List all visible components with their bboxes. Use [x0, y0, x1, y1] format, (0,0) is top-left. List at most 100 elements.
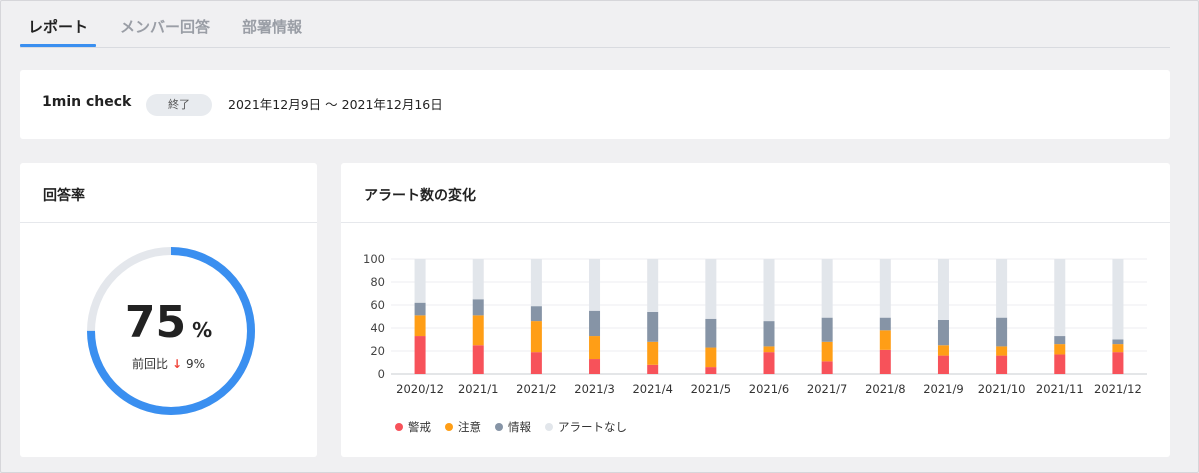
bar-segment: [705, 318, 717, 348]
bar-segment: [821, 341, 833, 362]
bar-segment: [821, 259, 833, 318]
bar-segment: [530, 259, 542, 307]
bar-segment: [1112, 339, 1124, 345]
bar-segment: [589, 259, 601, 311]
bar-segment: [1054, 336, 1066, 345]
alert-trend-card: アラート数の変化 0 20 40 60 80 100 2020/12 2021/1 2021/2…: [341, 163, 1170, 457]
bar-segment: [996, 259, 1008, 318]
y-tick-label: 60: [370, 298, 385, 312]
bar-segment: [705, 347, 717, 368]
legend-dot-icon: [445, 423, 453, 431]
bar-segment: [414, 336, 426, 374]
bar-segment: [996, 317, 1008, 347]
survey-info-card: 1min check 終了 2021年12月9日 〜 2021年12月16日: [20, 70, 1170, 139]
y-tick-label: 40: [370, 321, 385, 335]
status-badge: 終了: [146, 94, 212, 116]
bar-segment: [1112, 352, 1124, 374]
bar-segment: [705, 259, 717, 319]
alert-trend-title: アラート数の変化: [364, 188, 476, 204]
bar-segment: [530, 306, 542, 322]
bar-segment: [821, 317, 833, 342]
bar-segment: [937, 259, 949, 320]
legend-item-none[interactable]: アラートなし: [545, 419, 627, 435]
bar-segment: [763, 346, 775, 353]
tab-report[interactable]: レポート: [20, 10, 97, 47]
bar-segment: [472, 259, 484, 300]
bar-segment: [414, 315, 426, 337]
x-tick-label: 2021/2: [516, 382, 556, 396]
bar-segment: [705, 367, 717, 374]
x-tick-label: 2020/12: [396, 382, 444, 396]
y-tick-label: 100: [363, 252, 385, 266]
bar-segment: [879, 349, 891, 374]
compare-value: 9%: [186, 357, 206, 371]
bar-segment: [647, 341, 659, 365]
bar-segment: [996, 346, 1008, 356]
survey-name: 1min check: [42, 94, 132, 110]
legend-label: 警戒: [408, 420, 431, 434]
legend-dot-icon: [495, 423, 503, 431]
legend-label: アラートなし: [558, 420, 627, 434]
x-tick-label: 2021/8: [865, 382, 905, 396]
bar-segment: [763, 321, 775, 347]
bar-segment: [647, 259, 659, 312]
y-tick-label: 0: [378, 367, 385, 381]
bar-segment: [996, 355, 1008, 374]
compare-label: 前回比: [131, 357, 168, 371]
x-tick-label: 2021/7: [807, 382, 847, 396]
x-tick-label: 2021/12: [1094, 382, 1142, 396]
alert-bar-chart: 0 20 40 60 80 100 2020/12 2021/1 2021/2 2021/3 202…: [363, 252, 1147, 396]
bar-segment: [472, 299, 484, 316]
legend-item-chui[interactable]: 注意: [445, 419, 481, 435]
y-tick-label: 80: [370, 275, 385, 289]
bar-segment: [763, 352, 775, 374]
legend-label: 注意: [458, 420, 481, 434]
bar-segment: [472, 315, 484, 346]
card-divider: [20, 222, 317, 223]
response-rate-donut: [87, 247, 255, 415]
rate-unit: %: [192, 318, 213, 342]
bar-segment: [937, 355, 949, 374]
y-tick-label: 20: [370, 344, 385, 358]
x-tick-label: 2021/1: [458, 382, 498, 396]
bar-segment: [589, 310, 601, 337]
bar-segment: [879, 259, 891, 318]
bar-segment: [1054, 259, 1066, 337]
response-rate-compare: 前回比 ↓ 9%: [20, 355, 317, 372]
bar-segment: [879, 317, 891, 331]
bar-segment: [530, 321, 542, 353]
bar-segment: [414, 259, 426, 303]
bar-segment: [647, 311, 659, 342]
bar-segment: [763, 259, 775, 322]
x-tick-label: 2021/4: [632, 382, 672, 396]
response-rate-title: 回答率: [43, 188, 85, 204]
survey-period: 2021年12月9日 〜 2021年12月16日: [228, 97, 443, 112]
tab-department-info[interactable]: 部署情報: [242, 18, 303, 36]
bar-segment: [1112, 259, 1124, 340]
legend-item-joho[interactable]: 情報: [495, 419, 531, 435]
x-tick-label: 2021/9: [923, 382, 963, 396]
donut-fill: [87, 247, 255, 415]
chart-legend: 警戒 注意 情報 アラートなし: [395, 419, 627, 435]
rate-number: 75: [124, 297, 187, 348]
bar-segment: [530, 352, 542, 374]
tab-member-answers[interactable]: メンバー回答: [120, 18, 211, 36]
x-tick-label: 2021/3: [574, 382, 614, 396]
bar-segment: [821, 361, 833, 374]
legend-item-keikai[interactable]: 警戒: [395, 419, 431, 435]
bar-segment: [472, 345, 484, 374]
legend-dot-icon: [545, 423, 553, 431]
bar-segment: [414, 302, 426, 316]
bar-segment: [1054, 354, 1066, 374]
bar-segment: [589, 359, 601, 374]
bar-segment: [937, 345, 949, 356]
x-tick-label: 2021/6: [749, 382, 789, 396]
tab-bar: レポート メンバー回答 部署情報: [20, 10, 1170, 48]
bar-segment: [937, 319, 949, 346]
response-rate-card: 回答率 75% 前回比 ↓ 9%: [20, 163, 317, 457]
legend-label: 情報: [508, 420, 531, 434]
bar-segment: [1112, 344, 1124, 353]
x-tick-label: 2021/5: [691, 382, 731, 396]
card-divider: [341, 222, 1170, 223]
bar-segment: [1054, 344, 1066, 355]
